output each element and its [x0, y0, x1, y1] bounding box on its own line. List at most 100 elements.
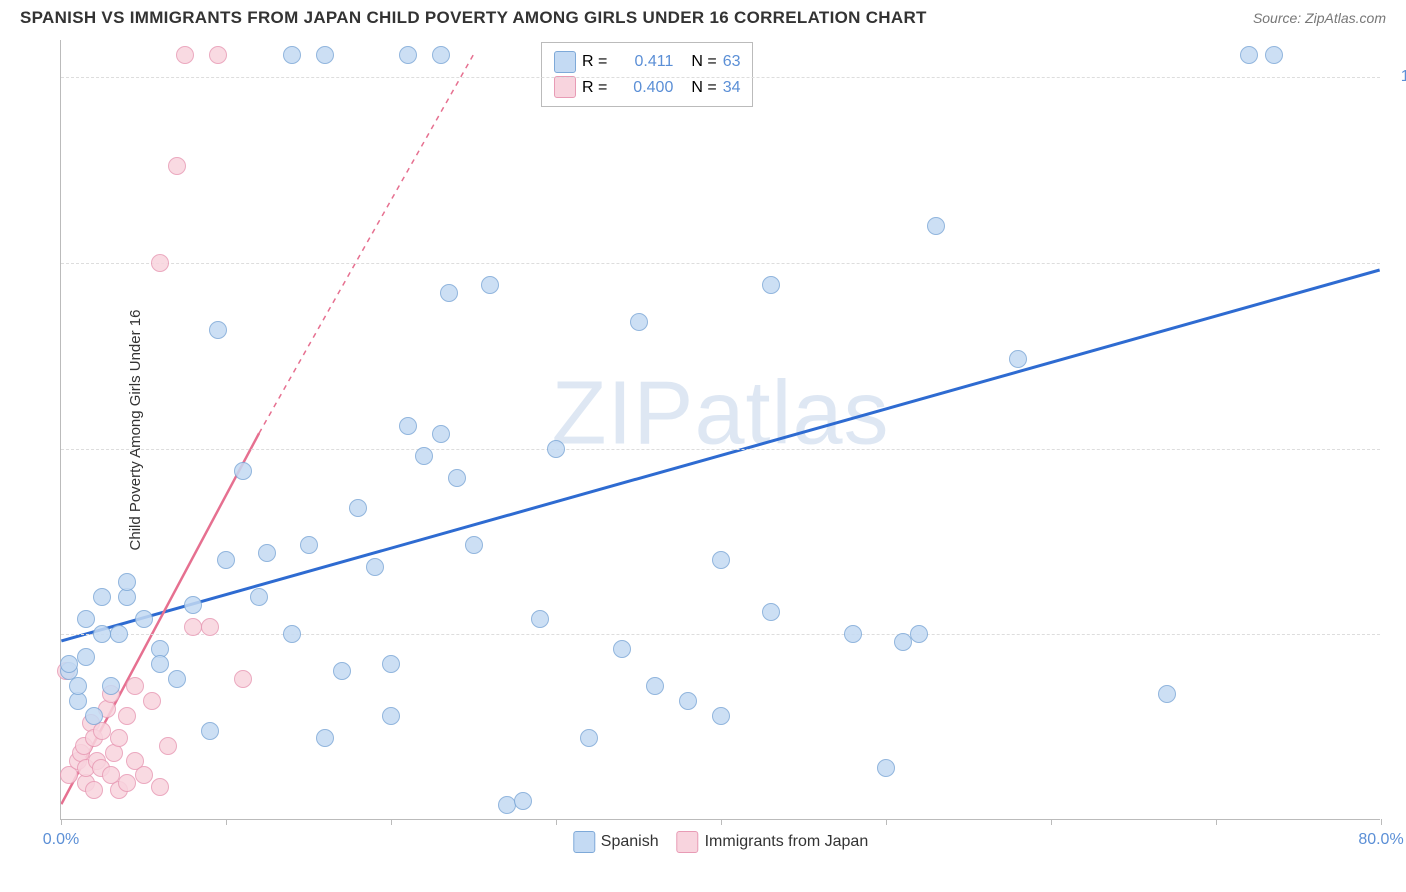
data-point-pink: [135, 766, 153, 784]
data-point-blue: [762, 603, 780, 621]
swatch-blue: [573, 831, 595, 853]
data-point-blue: [135, 610, 153, 628]
data-point-blue: [316, 46, 334, 64]
data-point-blue: [118, 573, 136, 591]
data-point-pink: [209, 46, 227, 64]
legend-n-pink: 34: [723, 75, 741, 101]
data-point-blue: [77, 610, 95, 628]
swatch-blue: [554, 51, 576, 73]
legend-row-blue: R = 0.411 N = 63: [554, 49, 740, 75]
data-point-blue: [399, 46, 417, 64]
data-point-blue: [209, 321, 227, 339]
data-point-blue: [514, 792, 532, 810]
data-point-blue: [894, 633, 912, 651]
y-tick-label: 100.0%: [1385, 68, 1406, 86]
data-point-blue: [184, 596, 202, 614]
legend-label-blue: Spanish: [601, 833, 659, 851]
chart-title: SPANISH VS IMMIGRANTS FROM JAPAN CHILD P…: [20, 8, 927, 28]
source-label: Source: ZipAtlas.com: [1253, 10, 1386, 26]
data-point-pink: [110, 729, 128, 747]
x-tick-label: 80.0%: [1358, 831, 1403, 849]
data-point-blue: [877, 759, 895, 777]
legend-r-label: R =: [582, 49, 607, 75]
data-point-blue: [333, 662, 351, 680]
data-point-pink: [201, 618, 219, 636]
data-point-blue: [60, 655, 78, 673]
data-point-pink: [85, 781, 103, 799]
plot-region: ZIPatlas R = 0.411 N = 63 R = 0.400 N = …: [60, 40, 1380, 820]
x-tick: [556, 819, 557, 825]
data-point-pink: [159, 737, 177, 755]
y-tick-label: 25.0%: [1385, 625, 1406, 643]
data-point-blue: [630, 313, 648, 331]
data-point-pink: [176, 46, 194, 64]
legend-item-pink: Immigrants from Japan: [677, 831, 869, 853]
data-point-blue: [382, 707, 400, 725]
data-point-blue: [844, 625, 862, 643]
data-point-blue: [465, 536, 483, 554]
data-point-blue: [217, 551, 235, 569]
trendline: [259, 55, 473, 433]
data-point-blue: [927, 217, 945, 235]
data-point-blue: [613, 640, 631, 658]
legend-label-pink: Immigrants from Japan: [705, 833, 869, 851]
data-point-blue: [93, 588, 111, 606]
x-tick: [1051, 819, 1052, 825]
data-point-blue: [102, 677, 120, 695]
data-point-blue: [85, 707, 103, 725]
data-point-blue: [547, 440, 565, 458]
legend-n-label: N =: [691, 49, 716, 75]
legend-item-blue: Spanish: [573, 831, 659, 853]
data-point-blue: [415, 447, 433, 465]
data-point-pink: [151, 254, 169, 272]
data-point-blue: [910, 625, 928, 643]
x-tick: [226, 819, 227, 825]
data-point-blue: [432, 425, 450, 443]
legend-n-blue: 63: [723, 49, 741, 75]
x-tick: [721, 819, 722, 825]
legend-r-blue: 0.411: [613, 49, 673, 75]
data-point-blue: [349, 499, 367, 517]
data-point-blue: [77, 648, 95, 666]
data-point-blue: [151, 655, 169, 673]
data-point-blue: [762, 276, 780, 294]
data-point-pink: [118, 774, 136, 792]
y-tick-label: 75.0%: [1385, 254, 1406, 272]
data-point-blue: [250, 588, 268, 606]
data-point-pink: [143, 692, 161, 710]
swatch-pink: [554, 76, 576, 98]
legend-n-label: N =: [691, 75, 716, 101]
data-point-blue: [646, 677, 664, 695]
legend-r-pink: 0.400: [613, 75, 673, 101]
series-legend: Spanish Immigrants from Japan: [573, 831, 868, 853]
x-tick: [886, 819, 887, 825]
data-point-blue: [93, 625, 111, 643]
legend-row-pink: R = 0.400 N = 34: [554, 75, 740, 101]
data-point-blue: [168, 670, 186, 688]
data-point-blue: [366, 558, 384, 576]
data-point-blue: [300, 536, 318, 554]
x-tick-label: 0.0%: [43, 831, 79, 849]
data-point-blue: [1265, 46, 1283, 64]
x-tick: [391, 819, 392, 825]
chart-area: ZIPatlas R = 0.411 N = 63 R = 0.400 N = …: [60, 40, 1380, 820]
data-point-blue: [1158, 685, 1176, 703]
data-point-pink: [126, 677, 144, 695]
data-point-pink: [184, 618, 202, 636]
data-point-blue: [679, 692, 697, 710]
data-point-blue: [1240, 46, 1258, 64]
data-point-blue: [712, 551, 730, 569]
data-point-blue: [531, 610, 549, 628]
data-point-blue: [201, 722, 219, 740]
data-point-blue: [316, 729, 334, 747]
data-point-blue: [448, 469, 466, 487]
data-point-blue: [580, 729, 598, 747]
data-point-blue: [712, 707, 730, 725]
x-tick: [1381, 819, 1382, 825]
swatch-pink: [677, 831, 699, 853]
y-axis-label: Child Poverty Among Girls Under 16: [127, 310, 144, 551]
data-point-pink: [234, 670, 252, 688]
data-point-pink: [168, 157, 186, 175]
y-tick-label: 50.0%: [1385, 440, 1406, 458]
data-point-blue: [432, 46, 450, 64]
